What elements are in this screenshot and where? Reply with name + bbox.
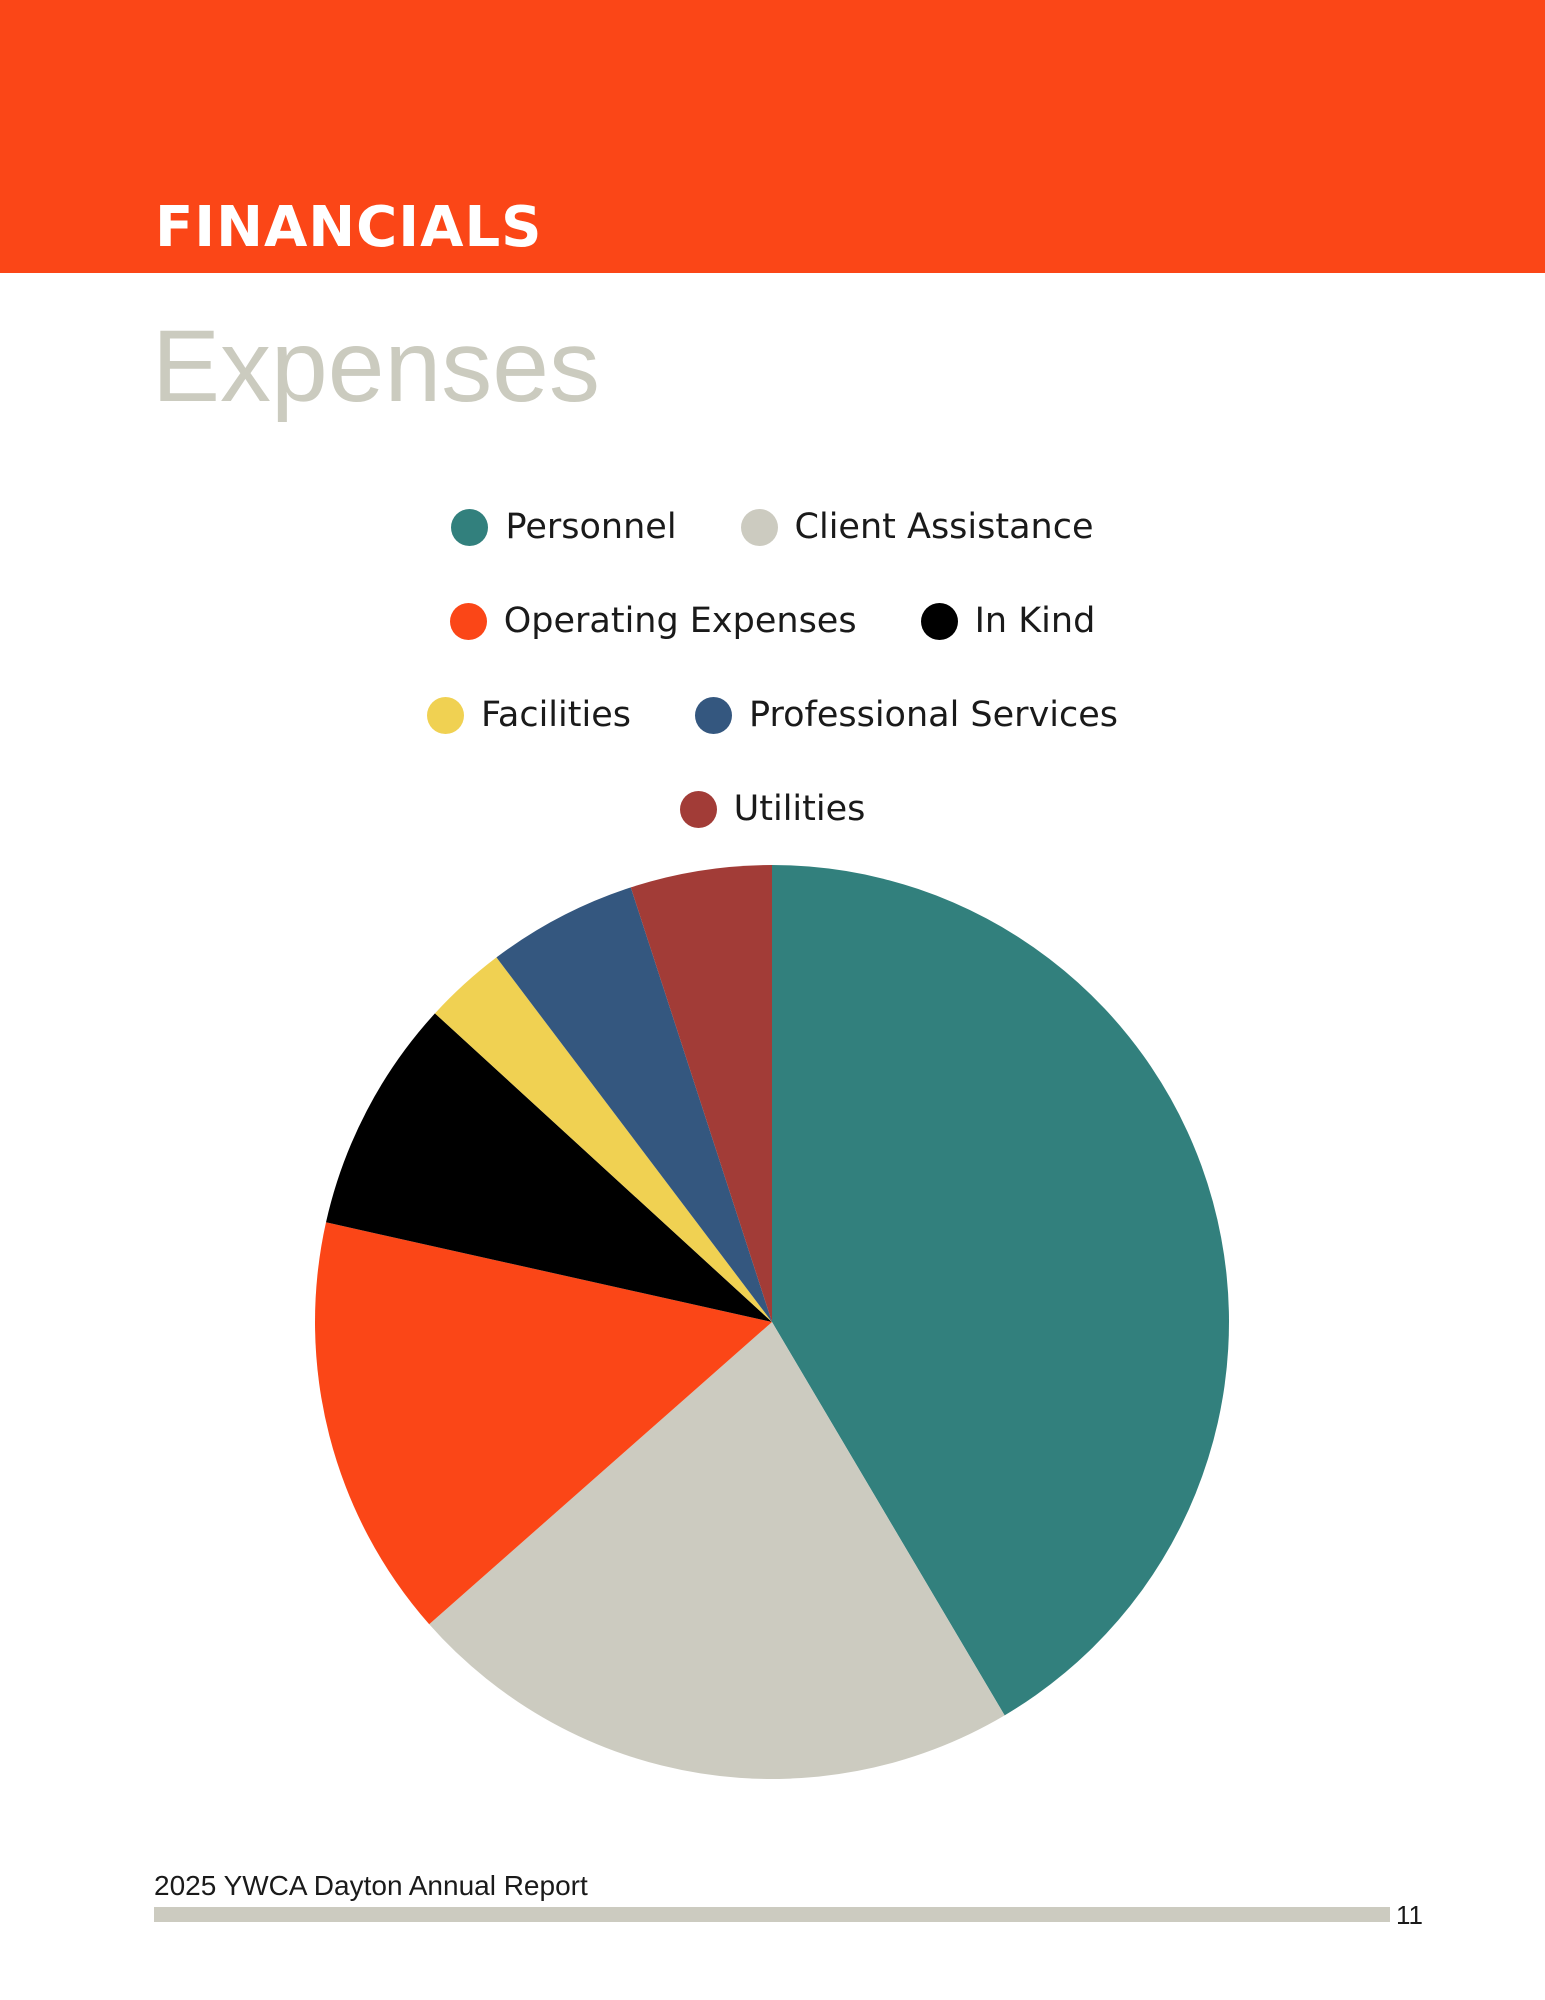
chart-legend: Personnel Client Assistance Operating Expe… — [0, 480, 1545, 856]
legend-item-operating-expenses: Operating Expenses — [449, 601, 857, 641]
pie-slice-professional-services — [496, 887, 772, 1322]
legend-swatch — [920, 602, 958, 640]
pie-slice-personnel — [772, 865, 1229, 1716]
header-band — [0, 0, 1545, 273]
legend-row: Utilities — [0, 762, 1545, 856]
legend-item-utilities: Utilities — [679, 789, 866, 829]
legend-item-personnel: Personnel — [451, 507, 677, 547]
footer-rule — [154, 1907, 1390, 1922]
legend-swatch — [679, 790, 717, 828]
legend-item-in-kind: In Kind — [920, 601, 1096, 641]
page-number: 11 — [1396, 1900, 1423, 1930]
pie-slice-operating-expenses — [315, 1222, 772, 1625]
legend-label: In Kind — [974, 601, 1096, 641]
legend-label: Client Assistance — [794, 507, 1094, 547]
legend-item-professional-services: Professional Services — [694, 695, 1119, 735]
legend-swatch — [694, 696, 732, 734]
pie-slice-facilities — [434, 957, 772, 1322]
legend-swatch — [740, 508, 778, 546]
legend-label: Professional Services — [748, 695, 1119, 735]
legend-item-facilities: Facilities — [426, 695, 631, 735]
legend-swatch — [426, 696, 464, 734]
legend-row: Operating Expenses In Kind — [0, 574, 1545, 668]
legend-label: Personnel — [505, 507, 677, 547]
pie-slice-client-assistance — [429, 1322, 1005, 1779]
legend-row: Personnel Client Assistance — [0, 480, 1545, 574]
pie-slice-in-kind — [326, 1013, 772, 1322]
pie-slice-utilities — [630, 865, 772, 1322]
legend-label: Operating Expenses — [503, 601, 857, 641]
legend-label: Utilities — [733, 789, 866, 829]
legend-swatch — [449, 602, 487, 640]
legend-row: Facilities Professional Services — [0, 668, 1545, 762]
legend-swatch — [451, 508, 489, 546]
section-title: FINANCIALS — [155, 195, 543, 260]
legend-label: Facilities — [480, 695, 631, 735]
page-title: Expenses — [152, 309, 600, 423]
footer-report-title: 2025 YWCA Dayton Annual Report — [154, 1870, 588, 1901]
legend-item-client-assistance: Client Assistance — [740, 507, 1094, 547]
